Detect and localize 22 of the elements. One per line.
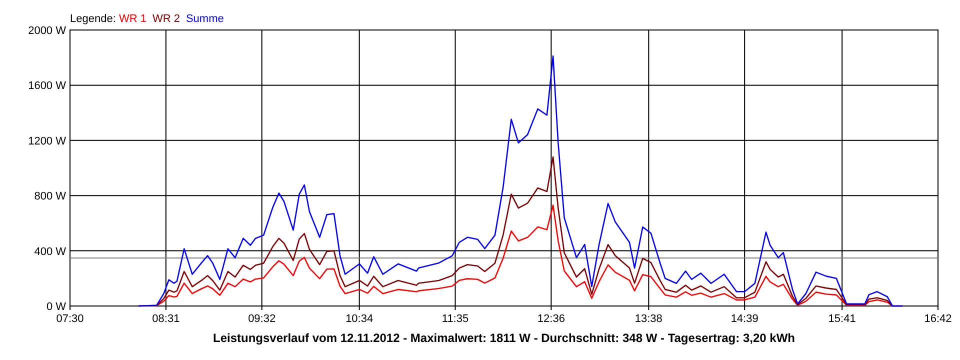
x-axis-title: Leistungsverlauf vom 12.11.2012 - Maximalwert: 1811 W - Durchschnitt: 348 W - Tagesertrag: 3,20 kWh [213,331,795,345]
x-tick-label: 13:38 [634,313,662,325]
x-tick-label: 14:39 [730,313,758,325]
y-tick-label: 800 W [34,190,67,203]
text: WR 2 [152,13,180,25]
text: Summe [186,13,224,25]
legend-title: Legende: [70,13,119,25]
x-tick-label: 12:36 [537,313,565,325]
line-series [138,55,904,307]
y-tick-label: 1200 W [28,135,67,148]
y-tick-label: 1600 W [28,80,67,92]
x-tick-label: 08:31 [152,313,180,325]
x-tick-label: 09:32 [248,313,276,325]
text: WR 1 [118,13,146,25]
y-tick-label: 0 W [46,301,67,313]
x-tick-label: 11:35 [442,313,469,325]
y-tick-label: 2000 W [28,25,67,37]
y-tick-label: 400 W [34,246,67,258]
x-tick-label: 10:34 [346,313,374,325]
x-tick-label: 15:41 [828,313,856,325]
x-tick-label: 07:30 [56,313,84,325]
x-tick-label: 16:42 [924,313,952,325]
